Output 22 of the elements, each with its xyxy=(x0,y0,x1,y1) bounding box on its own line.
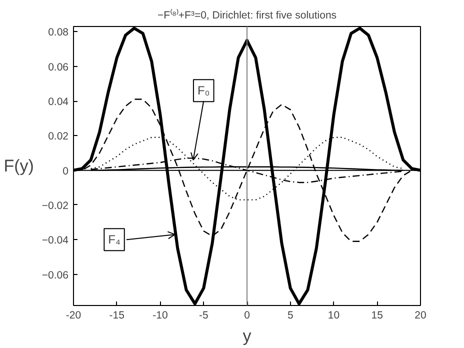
x-tick-label: -20 xyxy=(66,310,82,322)
x-tick-label: -15 xyxy=(109,310,125,322)
y-axis-title: F(y) xyxy=(4,156,34,176)
x-tick-label: 5 xyxy=(287,310,294,322)
x-tick-label: 20 xyxy=(414,310,426,322)
y-tick-label: −0.04 xyxy=(42,234,69,247)
x-axis-title: y xyxy=(242,326,252,346)
x-tick-label: -5 xyxy=(198,310,208,322)
x-tick-label: 15 xyxy=(371,310,384,322)
x-tick-label: 0 xyxy=(244,310,250,322)
y-tick-label: 0.04 xyxy=(48,96,69,108)
y-tick-label: −0.06 xyxy=(42,269,69,282)
chart-title: −F⁽⁸⁾+F³=0, Dirichlet: first five solutions xyxy=(157,8,337,22)
y-tick-label: 0.08 xyxy=(48,26,69,39)
annotation: F₀ xyxy=(197,84,210,98)
y-tick-label: 0.02 xyxy=(48,130,69,143)
x-tick-label: 10 xyxy=(328,310,340,322)
annotation: F₄ xyxy=(108,232,120,247)
y-tick-label: 0.06 xyxy=(48,61,69,74)
y-tick-label: 0 xyxy=(62,165,69,178)
y-tick-label: −0.02 xyxy=(42,200,69,212)
x-tick-label: -10 xyxy=(152,310,168,322)
